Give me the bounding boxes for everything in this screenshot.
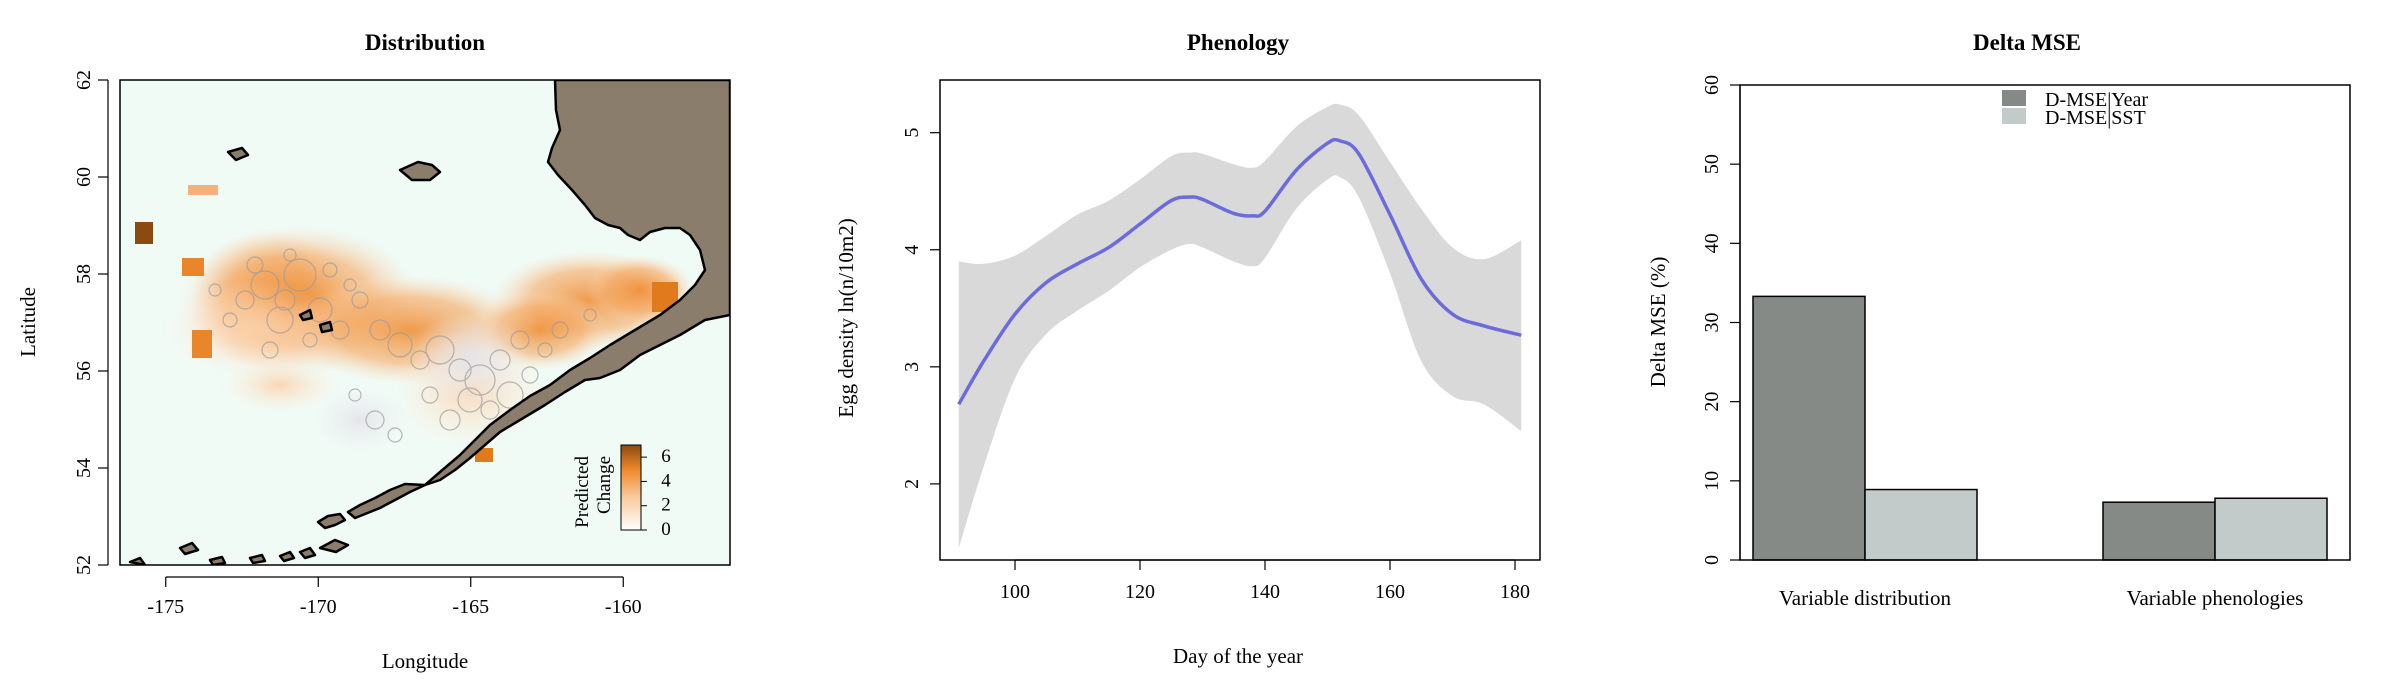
distribution-panel: Distribution <box>16 30 731 673</box>
phenology-x-label: Day of the year <box>1173 644 1303 668</box>
predicted-change-legend: 0 2 4 6 Predicted Change <box>572 444 671 540</box>
distribution-title: Distribution <box>365 30 485 55</box>
hotspot-cell <box>135 222 153 244</box>
delta-mse-y-tick-label: 20 <box>1701 392 1723 412</box>
confidence-band <box>958 103 1522 549</box>
legend-swatch-year <box>2002 90 2026 106</box>
legend-tick-label: 4 <box>661 470 671 491</box>
legend-title-change: Change <box>594 456 615 514</box>
phenology-curve <box>957 137 1522 406</box>
delta-mse-bars <box>1752 295 2328 561</box>
map-y-tick-label: 60 <box>73 167 95 187</box>
alaska-peninsula <box>346 482 427 520</box>
phenology-title: Phenology <box>1187 30 1290 55</box>
legend-colorbar <box>620 444 642 531</box>
bar-year <box>2102 501 2216 561</box>
map-y-tick-label: 52 <box>73 555 95 575</box>
delta-mse-y-axis: 0 10 20 30 40 50 60 <box>1701 75 1741 565</box>
phenology-x-axis: 100 120 140 160 180 <box>1000 559 1530 603</box>
aleutian-chain <box>128 538 350 565</box>
phenology-y-tick-label: 3 <box>901 362 923 372</box>
phenology-y-tick-label: 4 <box>901 245 923 255</box>
alaska-mainland <box>423 80 730 487</box>
legend-label-year: D-MSE|Year <box>2045 89 2148 111</box>
delta-mse-y-label: Delta MSE (%) <box>1646 257 1670 388</box>
map-x-tick-label: -165 <box>452 596 489 618</box>
phenology-x-tick-label: 180 <box>1500 581 1530 603</box>
map-x-axis: -175 -170 -165 -160 <box>147 576 642 618</box>
delta-mse-y-tick-label: 60 <box>1701 75 1723 95</box>
map-x-tick-label: -175 <box>147 596 184 618</box>
category-label: Variable phenologies <box>2127 586 2304 610</box>
phenology-y-tick-label: 5 <box>901 128 923 138</box>
delta-mse-y-tick-label: 10 <box>1701 471 1723 491</box>
legend-title-predicted: Predicted <box>572 456 593 528</box>
island-nunivak <box>398 160 442 182</box>
legend-label-sst: D-MSE|SST <box>2045 107 2146 129</box>
delta-mse-y-tick-label: 30 <box>1701 313 1723 333</box>
phenology-x-tick-label: 160 <box>1375 581 1405 603</box>
bar-sst <box>1864 488 1978 561</box>
delta-mse-y-tick-label: 0 <box>1701 555 1723 565</box>
land-masses <box>128 80 730 565</box>
map-y-axis: 52 54 56 58 60 62 <box>73 70 109 575</box>
phenology-y-label: Egg density ln(n/10m2) <box>834 218 858 417</box>
delta-mse-category-labels: Variable distribution Variable phenologie… <box>1779 586 2303 610</box>
phenology-x-tick-label: 140 <box>1250 581 1280 603</box>
map-x-tick-label: -170 <box>300 596 337 618</box>
map-frame <box>119 79 731 566</box>
map-y-tick-label: 62 <box>73 70 95 90</box>
bar-sst <box>2214 497 2328 561</box>
delta-mse-y-tick-label: 40 <box>1701 233 1723 253</box>
island-st-lawrence <box>226 146 250 162</box>
delta-mse-panel: Delta MSE 0 10 20 30 40 50 60 Variable distrib… <box>1646 30 2351 610</box>
category-label: Variable distribution <box>1779 586 1952 610</box>
phenology-x-tick-label: 120 <box>1125 581 1155 603</box>
map-y-tick-label: 56 <box>73 361 95 381</box>
phenology-panel: Phenology 100 120 140 160 180 2 3 4 5 Day of th… <box>834 30 1541 668</box>
legend-swatch-sst <box>2002 108 2026 124</box>
bar-year <box>1752 295 1866 561</box>
delta-mse-y-tick-label: 50 <box>1701 154 1723 174</box>
distribution-map <box>120 80 730 565</box>
phenology-x-tick-label: 100 <box>1000 581 1030 603</box>
delta-mse-title: Delta MSE <box>1973 30 2081 55</box>
map-y-tick-label: 54 <box>73 458 95 478</box>
map-x-label: Longitude <box>382 649 468 673</box>
legend-tick-label: 0 <box>661 519 671 540</box>
legend-ticks: 0 2 4 6 <box>641 446 671 540</box>
legend-tick-label: 2 <box>661 495 671 516</box>
phenology-y-tick-label: 2 <box>901 479 923 489</box>
map-y-tick-label: 58 <box>73 264 95 284</box>
legend-tick-label: 6 <box>661 446 671 467</box>
map-y-label: Latitude <box>16 287 40 357</box>
map-x-tick-label: -160 <box>605 596 642 618</box>
phenology-y-axis: 2 3 4 5 <box>901 128 941 489</box>
